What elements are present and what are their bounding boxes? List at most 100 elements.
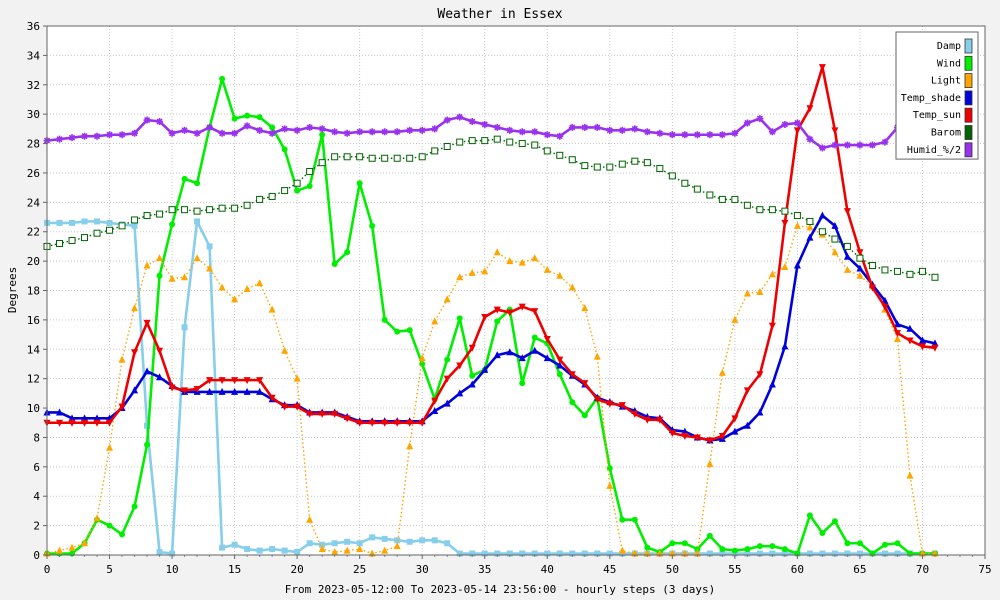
wind-point xyxy=(494,318,501,325)
series-layer xyxy=(43,64,939,557)
wind-point xyxy=(131,503,138,510)
humid-2-point xyxy=(506,126,514,134)
wind-point xyxy=(144,441,151,448)
humid-2-point xyxy=(456,113,464,121)
wind-point xyxy=(331,261,338,268)
barom-point xyxy=(743,201,751,209)
temp-shade-point xyxy=(68,414,76,422)
light-point xyxy=(406,442,414,450)
humid-2-point xyxy=(843,141,851,149)
damp-point xyxy=(606,550,613,557)
light-point xyxy=(218,283,226,291)
humid-2-point xyxy=(356,128,364,136)
legend-label-damp: Damp xyxy=(937,41,961,52)
series-barom xyxy=(43,135,939,281)
legend-swatch-barom xyxy=(964,125,973,140)
y-tick-label: 26 xyxy=(27,167,40,180)
temp-sun-point xyxy=(231,377,239,385)
temp-sun-point xyxy=(931,344,939,352)
light-point xyxy=(456,273,464,281)
x-tick-label: 75 xyxy=(978,563,991,576)
temp-sun-point xyxy=(793,127,801,135)
plot-border xyxy=(46,25,986,556)
barom-point xyxy=(831,235,839,243)
legend-label-temp-sun: Temp_sun xyxy=(913,110,961,121)
temp-sun-point xyxy=(56,419,64,427)
damp-point xyxy=(169,550,176,557)
wind-point xyxy=(231,115,238,122)
damp-point xyxy=(406,538,413,545)
damp-point xyxy=(806,550,813,557)
temp-shade-point xyxy=(156,373,164,381)
temp-sun-point xyxy=(781,219,789,227)
light-point xyxy=(468,268,476,276)
damp-point xyxy=(206,243,213,250)
barom-point xyxy=(568,156,576,164)
light-point xyxy=(593,352,601,360)
wind-point xyxy=(394,328,401,335)
series-temp-sun xyxy=(43,64,939,445)
temp-sun-point xyxy=(268,394,276,402)
wind-point xyxy=(881,541,888,548)
light-point xyxy=(518,258,526,266)
legend-swatch-light xyxy=(964,73,973,88)
legend-swatch-humid-2 xyxy=(964,142,973,158)
barom-point xyxy=(343,153,351,161)
humid-2-point xyxy=(668,131,676,139)
legend: Damp Wind Light Temp_shade Temp_sun Barom Humi… xyxy=(895,31,979,160)
damp-point xyxy=(269,546,276,553)
damp-point xyxy=(769,550,776,557)
temp-sun-point xyxy=(431,397,439,405)
humid-2-point xyxy=(143,116,151,124)
light-point xyxy=(306,515,314,523)
wind-point xyxy=(781,546,788,553)
wind-point xyxy=(169,221,176,228)
humid-2-point xyxy=(106,131,114,139)
light-point xyxy=(393,542,401,550)
y-tick-label: 32 xyxy=(27,79,40,92)
barom-point xyxy=(393,154,401,162)
barom-point xyxy=(781,207,789,215)
temp-shade-point xyxy=(781,342,789,350)
light-point xyxy=(706,459,714,467)
barom-point xyxy=(868,262,876,270)
humid-2-point xyxy=(68,134,76,142)
barom-point xyxy=(206,206,214,214)
wind-point xyxy=(244,112,251,119)
wind-point xyxy=(456,315,463,322)
barom-point xyxy=(668,172,676,180)
wind-point xyxy=(644,544,651,551)
damp-point xyxy=(581,550,588,557)
humid-2-point xyxy=(618,126,626,134)
damp-point xyxy=(369,534,376,541)
damp-point xyxy=(556,550,563,557)
barom-point xyxy=(431,147,439,155)
temp-shade-point xyxy=(756,408,764,416)
temp-shade-point xyxy=(81,414,89,422)
temp-sun-point xyxy=(456,362,464,370)
barom-point xyxy=(193,207,201,215)
temp-sun-point xyxy=(306,410,314,418)
temp-sun-point xyxy=(106,419,114,427)
temp-sun-point xyxy=(143,319,151,327)
damp-point xyxy=(281,547,288,554)
wind-point xyxy=(181,175,188,182)
temp-sun-point xyxy=(856,249,864,257)
barom-point xyxy=(693,185,701,193)
temp-sun-point xyxy=(631,410,639,418)
damp-point xyxy=(419,537,426,544)
light-point xyxy=(243,285,251,293)
wind-point xyxy=(856,540,863,547)
temp-sun-point xyxy=(668,430,676,438)
light-point xyxy=(906,471,914,479)
temp-sun-point xyxy=(81,419,89,427)
light-point xyxy=(581,304,589,312)
wind-point xyxy=(106,522,113,529)
humid-2-point xyxy=(706,131,714,139)
temp-sun-point xyxy=(818,64,826,72)
x-tick-label: 55 xyxy=(728,563,741,576)
humid-2-point xyxy=(556,132,564,140)
wind-point xyxy=(269,124,276,131)
wind-point xyxy=(306,183,313,190)
barom-point xyxy=(318,159,326,167)
